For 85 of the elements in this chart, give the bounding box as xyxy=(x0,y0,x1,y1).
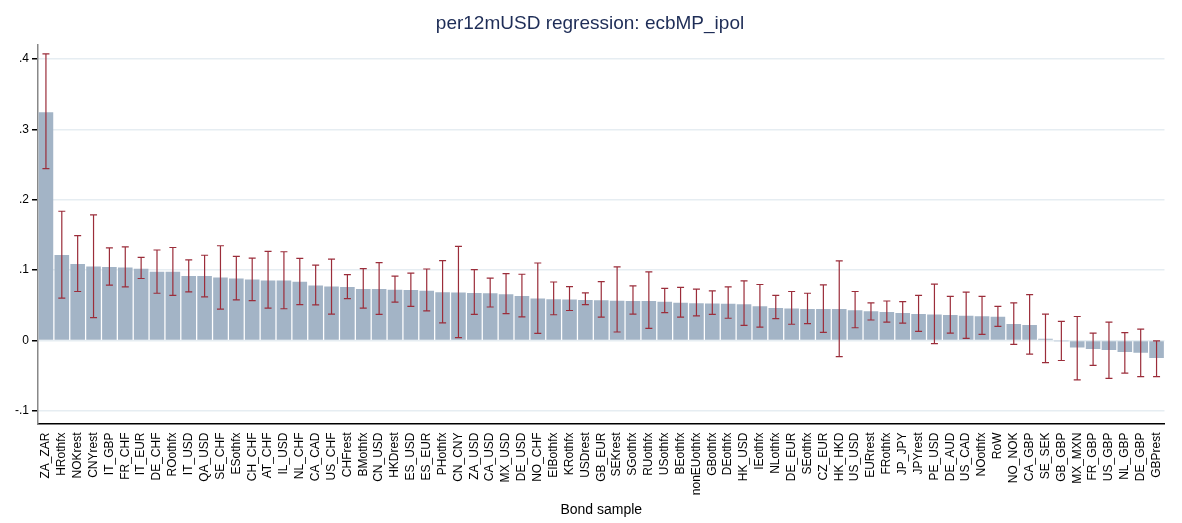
y-tick-label: .1 xyxy=(18,262,30,277)
x-tick-label: CHFrest xyxy=(339,431,354,478)
x-tick-label: FR_CHF xyxy=(117,432,132,480)
x-tick-label: DE_GBP xyxy=(1133,432,1147,482)
x-tick-label: AT_CHF xyxy=(260,432,275,479)
x-tick-label: DEothfx xyxy=(720,432,735,476)
x-tick-label: US_GBP xyxy=(1101,432,1116,482)
y-tick-label: 0 xyxy=(22,332,30,347)
x-tick-label: DE_USD xyxy=(514,432,529,482)
x-tick-label: NL_GBP xyxy=(1117,432,1132,480)
x-tick-label: SEKrest xyxy=(609,431,624,477)
x-tick-label: US_CAD xyxy=(958,432,973,482)
x-tick-label: CH_CHF xyxy=(244,432,259,482)
x-tick-label: SGothfx xyxy=(625,432,640,476)
x-tick-label: CN_USD xyxy=(371,432,386,482)
x-tick-label: HK_USD xyxy=(736,432,751,482)
y-tick-label: .3 xyxy=(18,121,30,136)
x-tick-label: IL_USD xyxy=(276,432,291,475)
x-tick-label: IEothfx xyxy=(752,432,767,470)
x-tick-label: BEothfx xyxy=(672,432,687,475)
x-tick-label: GBothfx xyxy=(704,432,719,476)
x-tick-label: IT_EUR xyxy=(133,432,148,476)
x-tick-label: EIBothfx xyxy=(545,432,560,478)
bar xyxy=(387,289,403,340)
x-tick-label: CA_GBP xyxy=(1021,432,1036,482)
x-tick-label: HRothfx xyxy=(54,432,69,476)
x-tick-label: NO_CHF xyxy=(530,432,545,482)
x-tick-label: JP_JPY xyxy=(895,432,910,476)
x-tick-label: CA_USD xyxy=(482,432,497,482)
x-tick-label: IT_GBP xyxy=(101,432,116,476)
x-tick-label: BMothfx xyxy=(355,432,370,477)
chart-title: per12mUSD regression: ecbMP_ipol xyxy=(435,11,745,34)
x-tick-label: nonEUothfx xyxy=(688,432,703,496)
x-tick-label: PHothfx xyxy=(434,432,449,476)
x-tick-label: CA_CAD xyxy=(307,432,322,482)
x-tick-label: USDrest xyxy=(577,431,592,478)
x-tick-label: ESothfx xyxy=(228,432,243,475)
x-tick-label: NO_NOK xyxy=(1006,432,1021,484)
x-tick-label: NOKrest xyxy=(69,431,84,479)
y-tick-label: .2 xyxy=(18,191,30,206)
x-tick-label: ZA_USD xyxy=(466,432,481,480)
x-tick-label: ES_USD xyxy=(403,432,418,481)
x-tick-label: DE_EUR xyxy=(783,432,798,482)
x-tick-label: US_USD xyxy=(847,432,862,482)
x-tick-label: GB_GBP xyxy=(1053,432,1068,482)
x-tick-label: GBPrest xyxy=(1148,431,1163,478)
x-axis-title: Bond sample xyxy=(560,501,643,518)
x-tick-label: DE_CHF xyxy=(149,432,164,481)
x-tick-label: NOothfx xyxy=(974,432,989,477)
bar xyxy=(498,294,514,340)
x-tick-label: HK_HKD xyxy=(831,432,846,482)
y-tick-label: .4 xyxy=(18,51,30,66)
bar xyxy=(149,271,165,340)
x-tick-label: JPYrest xyxy=(910,431,925,475)
x-tick-label: SE_SEK xyxy=(1037,432,1052,480)
x-tick-label: PE_USD xyxy=(926,432,941,481)
x-tick-label: RUothfx xyxy=(641,432,656,476)
x-tick-label: USothfx xyxy=(657,432,672,476)
x-tick-label: NLothfx xyxy=(768,432,783,474)
x-tick-label: RoW xyxy=(990,431,1005,460)
x-tick-label: FR_GBP xyxy=(1085,432,1100,481)
x-tick-label: NL_CHF xyxy=(292,432,307,480)
x-tick-label: SEothfx xyxy=(799,432,814,475)
bar xyxy=(863,311,879,340)
bar xyxy=(38,112,54,340)
x-tick-label: MX_MXN xyxy=(1069,432,1084,484)
x-tick-label: US_CHF xyxy=(323,432,338,481)
x-tick-label: ES_EUR xyxy=(419,432,434,481)
x-tick-label: IT_USD xyxy=(181,432,196,476)
x-tick-label: HKDrest xyxy=(387,431,402,478)
x-tick-label: MX_USD xyxy=(498,432,513,483)
x-tick-label: ZA_ZAR xyxy=(38,432,53,479)
x-tick-label: SE_CHF xyxy=(212,432,227,480)
x-tick-label: DE_AUD xyxy=(942,432,957,482)
x-tick-label: EURrest xyxy=(863,431,878,478)
x-tick-label: KRothfx xyxy=(561,432,576,476)
x-tick-label: FRothfx xyxy=(879,432,894,475)
x-tick-label: QA_USD xyxy=(196,432,211,482)
x-tick-label: ROothfx xyxy=(165,432,180,477)
x-tick-label: GB_EUR xyxy=(593,432,608,482)
x-tick-label: CNYrest xyxy=(85,431,100,478)
bar xyxy=(625,301,641,340)
x-tick-label: CN_CNY xyxy=(450,432,465,482)
x-tick-label: CZ_EUR xyxy=(815,432,830,481)
y-tick-label: -.1 xyxy=(14,403,30,418)
